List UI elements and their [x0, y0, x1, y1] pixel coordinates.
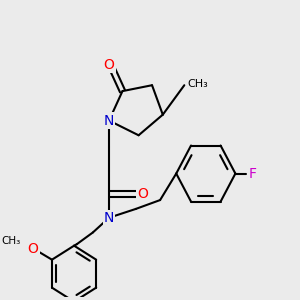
Text: O: O	[103, 58, 115, 72]
Text: CH₃: CH₃	[187, 79, 208, 89]
Text: O: O	[28, 242, 39, 256]
Text: F: F	[249, 167, 257, 181]
Text: CH₃: CH₃	[2, 236, 21, 245]
Text: N: N	[104, 211, 114, 225]
Text: N: N	[104, 114, 114, 128]
Text: O: O	[137, 187, 148, 201]
